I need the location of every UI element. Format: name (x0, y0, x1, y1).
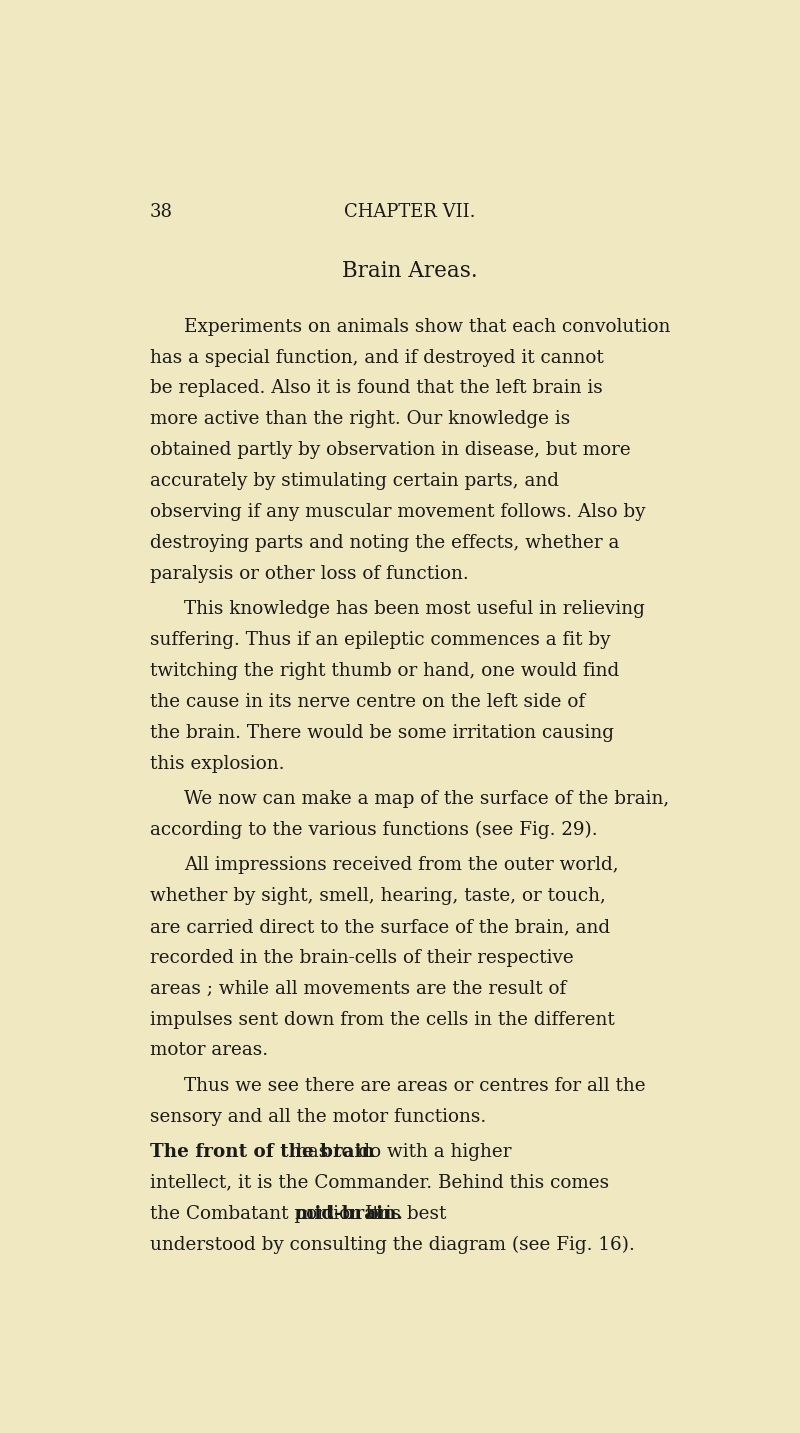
Text: suffering. Thus if an epileptic commences a fit by: suffering. Thus if an epileptic commence… (150, 631, 610, 649)
Text: more active than the right. Our knowledge is: more active than the right. Our knowledg… (150, 410, 570, 428)
Text: Experiments on animals show that each convolution: Experiments on animals show that each co… (184, 318, 670, 335)
Text: has a special function, and if destroyed it cannot: has a special function, and if destroyed… (150, 348, 603, 367)
Text: All impressions received from the outer world,: All impressions received from the outer … (184, 856, 618, 874)
Text: understood by consulting the diagram (see Fig. 16).: understood by consulting the diagram (se… (150, 1235, 634, 1254)
Text: impulses sent down from the cells in the different: impulses sent down from the cells in the… (150, 1010, 614, 1029)
Text: areas ; while all movements are the result of: areas ; while all movements are the resu… (150, 980, 566, 997)
Text: It is best: It is best (365, 1205, 452, 1222)
Text: whether by sight, smell, hearing, taste, or touch,: whether by sight, smell, hearing, taste,… (150, 887, 606, 906)
Text: twitching the right thumb or hand, one would find: twitching the right thumb or hand, one w… (150, 662, 619, 679)
Text: has to do with a higher: has to do with a higher (296, 1144, 517, 1161)
Text: accurately by stimulating certain parts, and: accurately by stimulating certain parts,… (150, 471, 558, 490)
Text: Thus we see there are areas or centres for all the: Thus we see there are areas or centres f… (184, 1076, 646, 1095)
Text: the Combatant portion or: the Combatant portion or (150, 1205, 393, 1222)
Text: are carried direct to the surface of the brain, and: are carried direct to the surface of the… (150, 919, 610, 936)
Text: Brain Areas.: Brain Areas. (342, 261, 478, 282)
Text: be replaced. Also it is found that the left brain is: be replaced. Also it is found that the l… (150, 380, 602, 397)
Text: the brain. There would be some irritation causing: the brain. There would be some irritatio… (150, 724, 614, 742)
Text: recorded in the brain-cells of their respective: recorded in the brain-cells of their res… (150, 949, 574, 967)
Text: sensory and all the motor functions.: sensory and all the motor functions. (150, 1108, 486, 1126)
Text: The front of the brain: The front of the brain (150, 1144, 381, 1161)
Text: 38: 38 (150, 203, 173, 221)
Text: mid-brain.: mid-brain. (295, 1205, 409, 1222)
Text: paralysis or other loss of function.: paralysis or other loss of function. (150, 565, 468, 583)
Text: intellect, it is the Commander. Behind this comes: intellect, it is the Commander. Behind t… (150, 1174, 609, 1192)
Text: CHAPTER VII.: CHAPTER VII. (344, 203, 476, 221)
Text: destroying parts and noting the effects, whether a: destroying parts and noting the effects,… (150, 535, 619, 552)
Text: obtained partly by observation in disease, but more: obtained partly by observation in diseas… (150, 441, 630, 459)
Text: the cause in its nerve centre on the left side of: the cause in its nerve centre on the lef… (150, 692, 585, 711)
Text: observing if any muscular movement follows. Also by: observing if any muscular movement follo… (150, 503, 645, 522)
Text: We now can make a map of the surface of the brain,: We now can make a map of the surface of … (184, 790, 669, 808)
Text: according to the various functions (see Fig. 29).: according to the various functions (see … (150, 821, 598, 838)
Text: This knowledge has been most useful in relieving: This knowledge has been most useful in r… (184, 600, 645, 618)
Text: motor areas.: motor areas. (150, 1042, 268, 1059)
Text: this explosion.: this explosion. (150, 755, 284, 772)
